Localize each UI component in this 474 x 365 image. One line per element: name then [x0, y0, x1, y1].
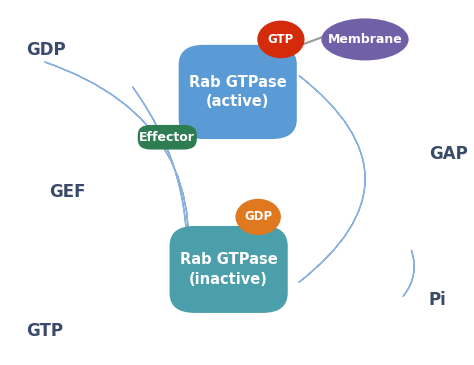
Text: GEF: GEF	[49, 182, 85, 200]
Ellipse shape	[321, 18, 409, 61]
Text: GTP: GTP	[268, 33, 294, 46]
Text: Pi: Pi	[428, 291, 447, 309]
FancyBboxPatch shape	[138, 125, 197, 150]
Text: GDP: GDP	[27, 41, 66, 59]
FancyArrowPatch shape	[299, 76, 365, 282]
Text: Rab GTPase
(inactive): Rab GTPase (inactive)	[180, 252, 277, 287]
Ellipse shape	[236, 199, 281, 235]
Text: Membrane: Membrane	[328, 33, 402, 46]
FancyArrowPatch shape	[45, 62, 189, 305]
Text: GAP: GAP	[428, 145, 467, 162]
FancyBboxPatch shape	[179, 45, 297, 139]
Text: GDP: GDP	[244, 210, 272, 223]
Text: Rab GTPase
(active): Rab GTPase (active)	[189, 75, 287, 109]
Text: Effector: Effector	[139, 131, 195, 144]
Ellipse shape	[257, 20, 305, 58]
FancyArrowPatch shape	[403, 250, 414, 296]
Text: GTP: GTP	[27, 322, 64, 340]
FancyArrowPatch shape	[133, 87, 187, 305]
FancyBboxPatch shape	[170, 226, 288, 313]
